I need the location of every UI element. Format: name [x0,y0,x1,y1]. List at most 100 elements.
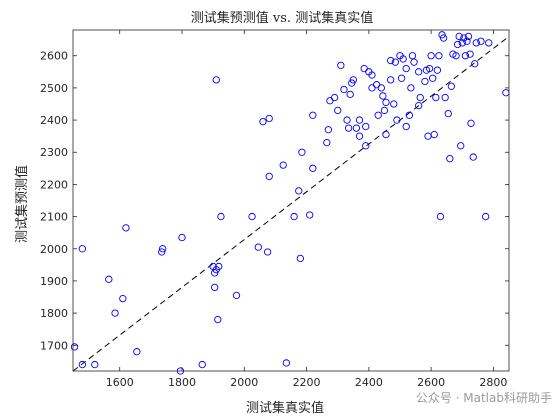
data-point [265,172,273,181]
data-point [455,32,463,41]
data-point [298,148,306,156]
data-point [467,119,475,127]
data-point [70,343,79,351]
data-point [416,93,424,102]
x-axis-label: 测试集真实值 [246,400,324,416]
data-point [326,97,334,105]
x-tick-label: 2800 [479,376,507,389]
data-point [461,52,470,60]
data-point [368,71,376,79]
data-point [198,360,206,369]
data-point [464,32,473,41]
y-tick-label: 1900 [40,275,68,288]
watermark-text: 公众号 · Matlab科研助手 [416,391,552,405]
data-point [215,262,223,271]
data-point [309,164,317,172]
y-tick-label: 1700 [40,339,68,352]
y-tick-label: 2100 [40,211,68,224]
data-point [432,93,440,102]
data-point [457,142,465,150]
data-point [391,58,399,66]
reference-line [72,36,510,372]
x-tick-label: 1800 [168,376,196,389]
data-point [410,58,418,66]
data-point [119,294,127,303]
data-point [441,93,449,102]
data-point [91,360,99,369]
data-point [265,114,273,123]
data-point [453,40,462,49]
y-tick-label: 1800 [40,307,68,320]
axes-box [72,29,510,372]
data-point [248,212,256,221]
x-tick-label: 2200 [293,376,321,389]
data-point [397,74,406,82]
data-point [309,111,317,119]
data-point [436,212,445,221]
data-point [217,212,225,221]
data-point [214,315,222,324]
data-point [415,68,423,76]
y-tick-label: 2200 [40,178,68,191]
data-point [469,153,477,161]
data-point [415,101,423,110]
data-point [343,116,351,124]
data-point [334,106,342,115]
data-point [399,55,407,63]
data-point [393,116,401,124]
data-point [387,56,395,65]
data-point [407,84,415,92]
y-tick-label: 2300 [40,146,68,159]
data-point [212,76,220,84]
data-point [427,52,435,60]
data-point [421,77,429,86]
x-tick-label: 2600 [417,376,445,389]
data-point [429,74,437,82]
data-point [78,245,86,253]
data-point [232,291,241,300]
x-tick-label: 2400 [355,376,383,389]
data-point [263,248,272,256]
data-point [349,76,357,84]
data-point [158,248,166,256]
data-point [380,106,389,115]
data-point [323,138,331,147]
x-tick-label: 2000 [230,376,258,389]
data-point [463,37,471,45]
data-point [111,309,119,317]
data-point [425,64,434,73]
y-tick-label: 2500 [40,82,68,95]
data-point [447,82,456,90]
data-point [330,93,339,102]
data-point [408,52,417,60]
data-point [439,34,448,42]
data-point [295,187,303,195]
data-point [485,39,493,47]
data-point [362,122,370,131]
data-point [433,66,442,74]
data-point [344,124,353,132]
data-point [424,132,432,140]
data-point [279,161,287,169]
data-point [362,142,370,150]
y-tick-label: 2600 [40,50,68,63]
data-point [290,212,298,221]
data-point [352,124,361,132]
data-point [122,224,130,232]
x-tick-label: 1600 [106,376,134,389]
data-point [368,84,376,92]
data-point [105,275,113,283]
data-point [446,155,454,163]
data-point [282,359,290,367]
data-point [324,126,333,134]
data-point [355,116,364,124]
data-point [296,254,304,263]
data-point [387,76,395,84]
data-point [471,60,479,68]
data-point [211,283,219,292]
plot-area: 1600 1800 2000 2200 2400 2600 2800 1700 1800 1900… [40,29,510,389]
data-point [452,52,460,60]
data-point [254,243,262,251]
data-point [430,130,438,139]
